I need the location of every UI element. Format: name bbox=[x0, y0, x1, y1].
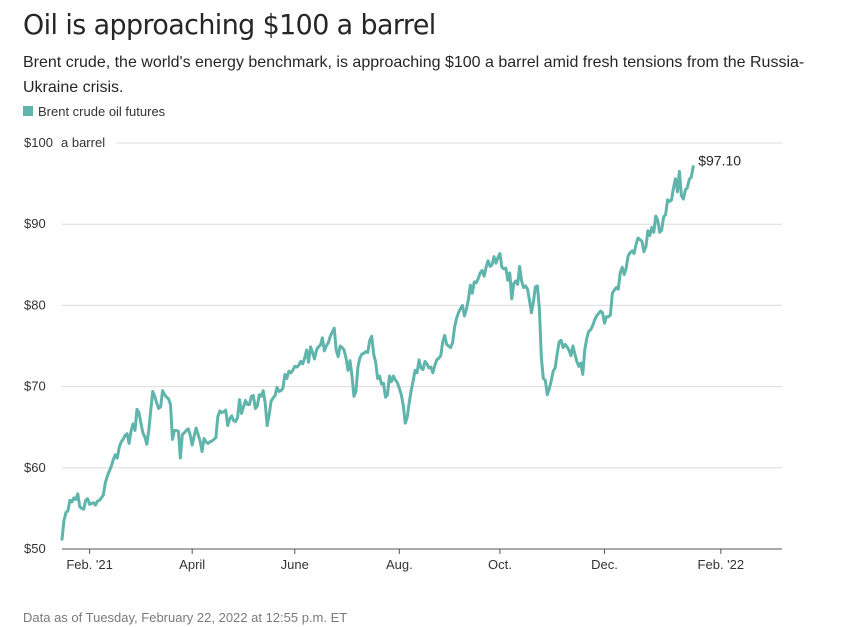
legend-swatch bbox=[23, 106, 33, 116]
line-chart: $50 $60 $70 $80 $90 $100 a barrel Feb. '21 Apri… bbox=[24, 135, 782, 572]
y-tick-label: $80 bbox=[24, 297, 46, 312]
series-line-brent bbox=[60, 165, 695, 541]
chart-subtitle: Brent crude, the world's energy benchmar… bbox=[23, 54, 805, 96]
chart-title: Oil is approaching $100 a barrel bbox=[23, 8, 436, 41]
y-tick-label: $90 bbox=[24, 216, 46, 231]
x-axis: Feb. '21 April June Aug. Oct. Dec. Feb. '22 bbox=[62, 548, 782, 572]
y-axis-unit-label: a barrel bbox=[61, 135, 105, 150]
y-axis: $50 $60 $70 $80 $90 $100 a barrel bbox=[24, 135, 105, 556]
source-note: Data as of Tuesday, February 22, 2022 at… bbox=[23, 610, 348, 625]
x-tick-label: April bbox=[179, 557, 205, 572]
end-value-label: $97.10 bbox=[698, 153, 741, 169]
y-tick-label: $70 bbox=[24, 379, 46, 394]
x-tick-label: Aug. bbox=[386, 557, 413, 572]
legend-label: Brent crude oil futures bbox=[38, 103, 166, 119]
x-tick-label: June bbox=[281, 557, 309, 572]
x-tick-label: Dec. bbox=[591, 557, 618, 572]
legend: Brent crude oil futures bbox=[23, 102, 165, 120]
y-tick-label: $50 bbox=[24, 541, 46, 556]
x-tick-label: Feb. '21 bbox=[66, 557, 113, 572]
y-tick-label: $60 bbox=[24, 460, 46, 475]
gridlines bbox=[62, 142, 782, 550]
x-tick-label: Oct. bbox=[488, 557, 512, 572]
y-tick-label: $100 bbox=[24, 135, 53, 150]
x-tick-label: Feb. '22 bbox=[698, 557, 745, 572]
